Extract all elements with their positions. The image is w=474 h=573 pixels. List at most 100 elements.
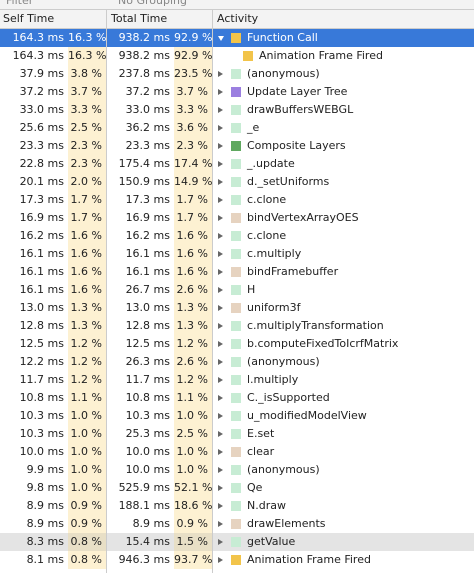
tree-row[interactable]: 16.2 ms 1.6 % 16.2 ms 1.6 % c.clone bbox=[0, 227, 474, 245]
total-percent: 1.6 % bbox=[176, 229, 208, 242]
activity-name: c.multiply bbox=[247, 247, 302, 260]
total-time: 10.0 ms bbox=[125, 463, 170, 476]
expand-arrow[interactable] bbox=[218, 269, 223, 275]
total-percent: 93.7 % bbox=[174, 553, 213, 566]
self-percent: 1.0 % bbox=[70, 445, 102, 458]
expand-arrow[interactable] bbox=[218, 125, 223, 131]
expand-arrow[interactable] bbox=[218, 71, 223, 77]
total-time: 188.1 ms bbox=[118, 499, 170, 512]
tree-row[interactable]: 10.0 ms 1.0 % 10.0 ms 1.0 % clear bbox=[0, 443, 474, 461]
tree-row[interactable]: 20.1 ms 2.0 % 150.9 ms 14.9 % d._setUniforms bbox=[0, 173, 474, 191]
percent-bg bbox=[68, 227, 106, 245]
tree-row[interactable]: 10.8 ms 1.1 % 10.8 ms 1.1 % C._isSupported bbox=[0, 389, 474, 407]
activity-name: b.computeFixedToIcrfMatrix bbox=[247, 337, 399, 350]
expand-arrow[interactable] bbox=[218, 36, 224, 41]
tree-row[interactable]: 10.3 ms 1.0 % 25.3 ms 2.5 % E.set bbox=[0, 425, 474, 443]
expand-arrow[interactable] bbox=[218, 521, 223, 527]
activity-name: _e bbox=[247, 121, 260, 134]
tree-row[interactable]: 164.3 ms 16.3 % 938.2 ms 92.9 % Animation Fr… bbox=[0, 47, 474, 65]
expand-arrow[interactable] bbox=[218, 197, 223, 203]
percent-bg bbox=[68, 515, 106, 533]
expand-arrow[interactable] bbox=[218, 539, 223, 545]
category-icon bbox=[243, 51, 253, 61]
self-time: 22.8 ms bbox=[19, 157, 64, 170]
expand-arrow[interactable] bbox=[218, 557, 223, 563]
percent-bg bbox=[174, 137, 212, 155]
tree-row[interactable]: 16.1 ms 1.6 % 16.1 ms 1.6 % bindFramebuffer bbox=[0, 263, 474, 281]
expand-arrow[interactable] bbox=[218, 485, 223, 491]
total-time: 175.4 ms bbox=[118, 157, 170, 170]
filter-input[interactable]: Filter bbox=[6, 0, 34, 7]
tree-row[interactable]: 16.1 ms 1.6 % 26.7 ms 2.6 % H bbox=[0, 281, 474, 299]
expand-arrow[interactable] bbox=[218, 251, 223, 257]
total-percent: 2.6 % bbox=[176, 283, 208, 296]
expand-arrow[interactable] bbox=[218, 395, 223, 401]
tree-row[interactable]: 12.2 ms 1.2 % 26.3 ms 2.6 % (anonymous) bbox=[0, 353, 474, 371]
tree-row[interactable]: 37.2 ms 3.7 % 37.2 ms 3.7 % Update Layer Tre… bbox=[0, 83, 474, 101]
expand-arrow[interactable] bbox=[218, 107, 223, 113]
expand-arrow[interactable] bbox=[218, 143, 223, 149]
activity-header[interactable]: Activity bbox=[217, 12, 259, 25]
expand-arrow[interactable] bbox=[218, 377, 223, 383]
percent-bg bbox=[174, 389, 212, 407]
expand-arrow[interactable] bbox=[218, 341, 223, 347]
tree-row[interactable]: 8.1 ms 0.8 % 946.3 ms 93.7 % Animation Frame… bbox=[0, 551, 474, 569]
tree-row[interactable]: 22.8 ms 2.3 % 175.4 ms 17.4 % _.update bbox=[0, 155, 474, 173]
tree-row[interactable]: 23.3 ms 2.3 % 23.3 ms 2.3 % Composite Layers bbox=[0, 137, 474, 155]
tree-row[interactable]: 33.0 ms 3.3 % 33.0 ms 3.3 % drawBuffersWEBGL bbox=[0, 101, 474, 119]
self-time: 10.0 ms bbox=[19, 445, 64, 458]
self-time: 16.9 ms bbox=[19, 211, 64, 224]
expand-arrow[interactable] bbox=[218, 413, 223, 419]
expand-arrow[interactable] bbox=[218, 305, 223, 311]
expand-arrow[interactable] bbox=[218, 215, 223, 221]
tree-row[interactable]: 12.5 ms 1.2 % 12.5 ms 1.2 % b.computeFixedTo… bbox=[0, 335, 474, 353]
tree-row[interactable]: 37.9 ms 3.8 % 237.8 ms 23.5 % (anonymous) bbox=[0, 65, 474, 83]
category-icon bbox=[231, 249, 241, 259]
self-time-header[interactable]: Self Time bbox=[3, 12, 55, 25]
grouping-select[interactable]: No Grouping bbox=[118, 0, 187, 7]
tree-row[interactable]: 12.8 ms 1.3 % 12.8 ms 1.3 % c.multiplyTransf… bbox=[0, 317, 474, 335]
expand-arrow[interactable] bbox=[218, 161, 223, 167]
total-time: 37.2 ms bbox=[125, 85, 170, 98]
expand-arrow[interactable] bbox=[218, 503, 223, 509]
expand-arrow[interactable] bbox=[218, 467, 223, 473]
tree-row[interactable]: 8.9 ms 0.9 % 188.1 ms 18.6 % N.draw bbox=[0, 497, 474, 515]
column-divider bbox=[212, 10, 213, 573]
percent-bg bbox=[68, 47, 106, 65]
self-percent: 0.9 % bbox=[70, 499, 102, 512]
table-header: Self Time Total Time Activity bbox=[0, 10, 474, 29]
tree-row[interactable]: 9.9 ms 1.0 % 10.0 ms 1.0 % (anonymous) bbox=[0, 461, 474, 479]
tree-row[interactable]: 10.3 ms 1.0 % 10.3 ms 1.0 % u_modifiedModelV… bbox=[0, 407, 474, 425]
tree-row[interactable]: 16.1 ms 1.6 % 16.1 ms 1.6 % c.multiply bbox=[0, 245, 474, 263]
self-percent: 2.0 % bbox=[70, 175, 102, 188]
category-icon bbox=[231, 285, 241, 295]
self-percent: 1.1 % bbox=[70, 391, 102, 404]
expand-arrow[interactable] bbox=[218, 449, 223, 455]
expand-arrow[interactable] bbox=[218, 323, 223, 329]
tree-row[interactable]: 13.0 ms 1.3 % 13.0 ms 1.3 % uniform3f bbox=[0, 299, 474, 317]
tree-row[interactable]: 9.8 ms 1.0 % 525.9 ms 52.1 % Qe bbox=[0, 479, 474, 497]
expand-arrow[interactable] bbox=[218, 287, 223, 293]
total-percent: 52.1 % bbox=[174, 481, 213, 494]
expand-arrow[interactable] bbox=[218, 89, 223, 95]
total-time: 237.8 ms bbox=[118, 67, 170, 80]
category-icon bbox=[231, 303, 241, 313]
tree-row[interactable]: 8.9 ms 0.9 % 8.9 ms 0.9 % drawElements bbox=[0, 515, 474, 533]
tree-row[interactable]: 164.3 ms 16.3 % 938.2 ms 92.9 % Function Cal… bbox=[0, 29, 474, 47]
total-time: 17.3 ms bbox=[125, 193, 170, 206]
expand-arrow[interactable] bbox=[218, 179, 223, 185]
expand-arrow[interactable] bbox=[218, 233, 223, 239]
tree-row[interactable]: 11.7 ms 1.2 % 11.7 ms 1.2 % l.multiply bbox=[0, 371, 474, 389]
total-time-header[interactable]: Total Time bbox=[111, 12, 168, 25]
expand-arrow[interactable] bbox=[218, 359, 223, 365]
expand-arrow[interactable] bbox=[218, 431, 223, 437]
total-percent: 1.3 % bbox=[176, 319, 208, 332]
self-time: 37.9 ms bbox=[19, 67, 64, 80]
tree-row[interactable]: 25.6 ms 2.5 % 36.2 ms 3.6 % _e bbox=[0, 119, 474, 137]
tree-row[interactable]: 16.9 ms 1.7 % 16.9 ms 1.7 % bindVertexArrayO… bbox=[0, 209, 474, 227]
tree-row[interactable]: 17.3 ms 1.7 % 17.3 ms 1.7 % c.clone bbox=[0, 191, 474, 209]
tree-row[interactable]: 8.3 ms 0.8 % 15.4 ms 1.5 % getValue bbox=[0, 533, 474, 551]
activity-name: d._setUniforms bbox=[247, 175, 330, 188]
self-percent: 1.2 % bbox=[70, 355, 102, 368]
